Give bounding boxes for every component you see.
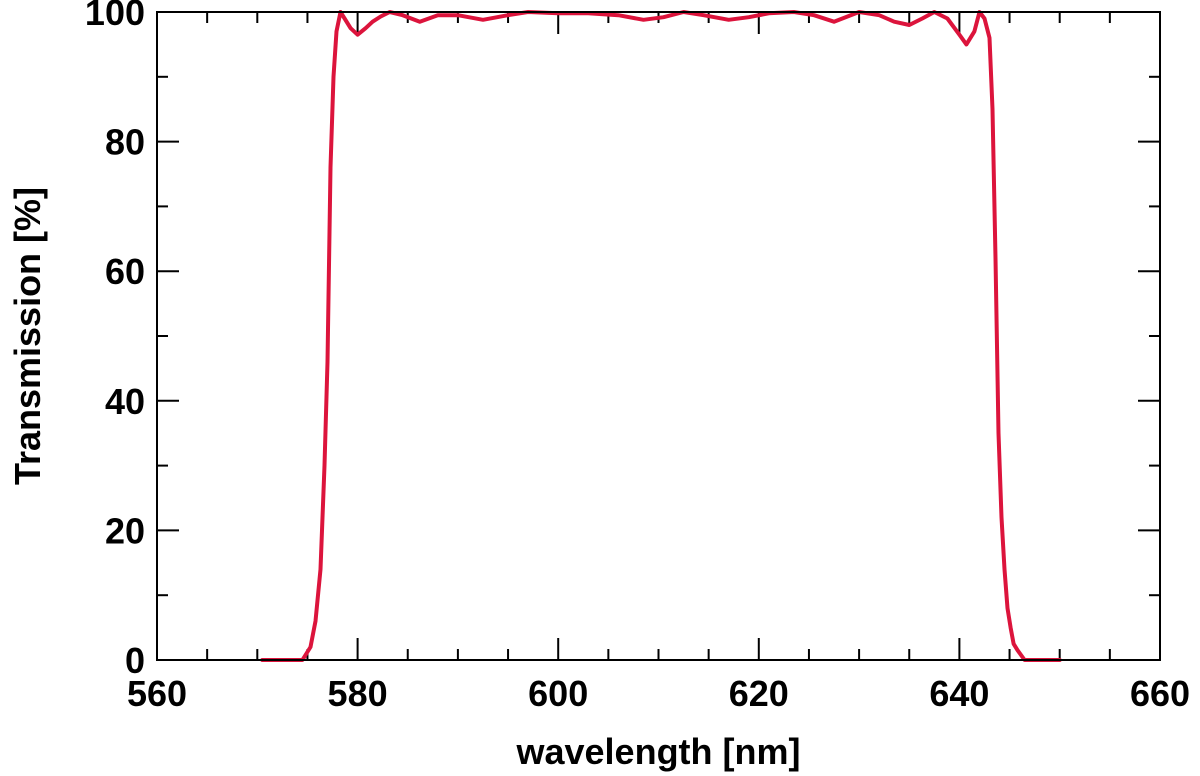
plot-frame bbox=[156, 11, 1161, 661]
y-axis-title: Transmission [%] bbox=[7, 187, 48, 485]
y-tick-label: 0 bbox=[125, 640, 145, 681]
y-tick-label: 60 bbox=[105, 251, 145, 292]
y-tick-label: 80 bbox=[105, 122, 145, 163]
x-tick-labels: 560 580 600 620 640 660 bbox=[127, 673, 1190, 714]
y-tick-label: 100 bbox=[85, 0, 145, 33]
x-tick-label: 600 bbox=[528, 673, 588, 714]
y-tick-labels: 0 20 40 60 80 100 bbox=[85, 0, 145, 681]
x-tick-label: 620 bbox=[729, 673, 789, 714]
x-tick-label: 560 bbox=[127, 673, 187, 714]
x-tick-label: 640 bbox=[929, 673, 989, 714]
x-tick-label: 660 bbox=[1130, 673, 1190, 714]
y-tick-label: 20 bbox=[105, 510, 145, 551]
x-axis-title: wavelength [nm] bbox=[515, 731, 800, 772]
y-tick-label: 40 bbox=[105, 381, 145, 422]
axis-ticks bbox=[156, 11, 1161, 661]
x-tick-label: 580 bbox=[328, 673, 388, 714]
series-line-transmission bbox=[260, 10, 1062, 662]
